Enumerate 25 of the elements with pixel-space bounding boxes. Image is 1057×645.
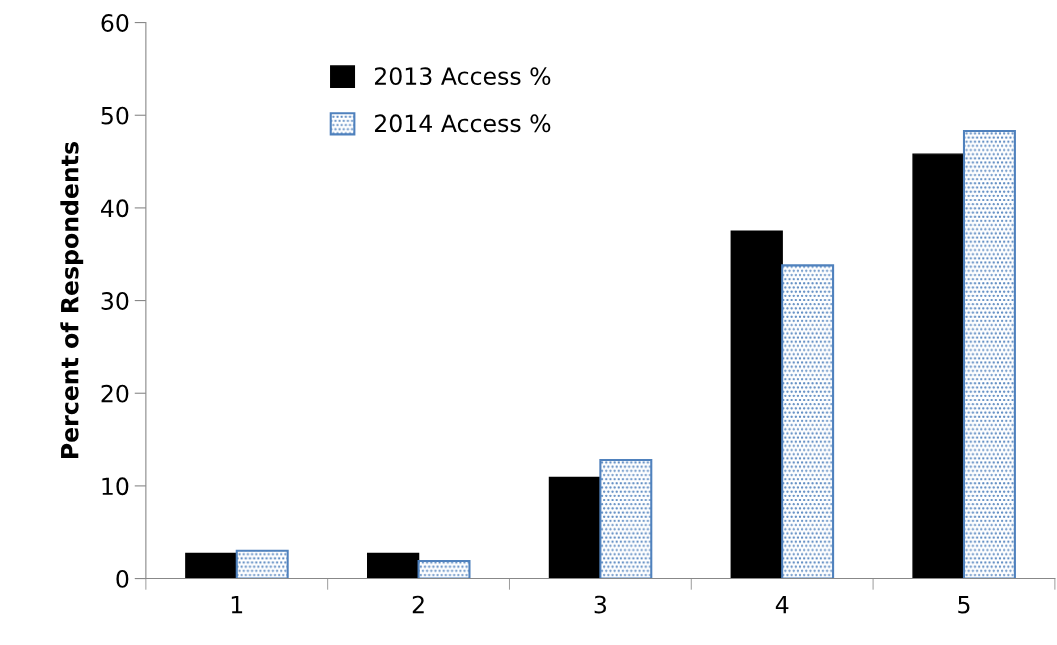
- legend-label: 2014 Access %: [374, 114, 551, 133]
- y-tick-label: 60: [101, 14, 129, 32]
- y-tick-label: 0: [116, 570, 129, 588]
- y-axis-title: Percent of Respondents: [60, 142, 84, 459]
- bar: [185, 552, 238, 579]
- bar: [417, 559, 471, 579]
- bar: [912, 153, 965, 579]
- x-tick-label: 1: [231, 595, 243, 614]
- y-tick-label: 40: [101, 199, 129, 218]
- bar: [366, 552, 420, 579]
- bar: [781, 264, 835, 579]
- y-tick-label: 20: [101, 384, 129, 403]
- y-tick-label: 30: [101, 292, 129, 310]
- x-tick-label: 3: [594, 595, 606, 614]
- bar: [548, 476, 602, 579]
- bar: [730, 230, 783, 579]
- x-tick-label: 2: [412, 595, 424, 614]
- y-tick-label: 50: [101, 106, 129, 125]
- bar: [599, 458, 653, 579]
- y-tick-label: 10: [102, 477, 129, 496]
- x-tick-label: 5: [958, 595, 970, 614]
- legend-label: 2013 Access %: [374, 67, 551, 86]
- x-tick-label: 4: [775, 595, 789, 614]
- bar: [235, 549, 289, 579]
- bar: [962, 129, 1016, 579]
